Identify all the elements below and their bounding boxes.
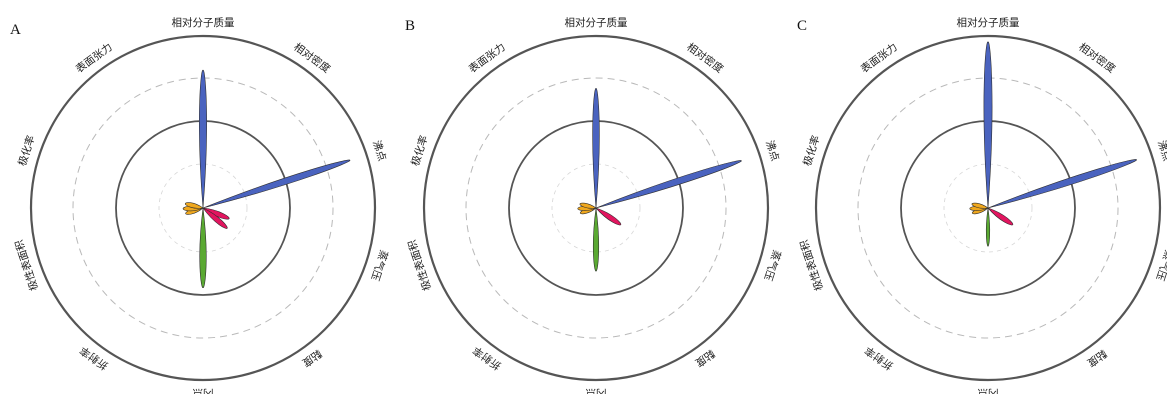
axis-label: 蒸气压	[761, 248, 783, 282]
petal-mark	[184, 202, 204, 209]
outer-ring	[814, 34, 1162, 382]
axis-label: 沸点	[1155, 139, 1167, 163]
axis-label: 极化率	[801, 134, 823, 168]
petal-mark	[199, 69, 207, 209]
axis-label: 黏度	[692, 347, 717, 370]
axis-label: 相对分子质量	[957, 16, 1020, 29]
axis-label: 折射率	[470, 344, 503, 373]
petal-mark	[595, 160, 742, 209]
petal-mark	[202, 207, 228, 229]
petal-mark	[987, 159, 1137, 209]
axis-label: 沸点	[763, 139, 782, 163]
axis-label: 表面张力	[73, 40, 115, 75]
axis-label: 极性表面积	[405, 238, 434, 292]
petal-mark	[202, 159, 351, 209]
axis-label: 相对密度	[684, 40, 726, 75]
panel-letter: C	[797, 18, 807, 34]
dashed-gridline	[465, 77, 727, 339]
petal-mark	[971, 202, 989, 209]
panel-letter: A	[10, 22, 21, 38]
axis-label: 极性表面积	[797, 238, 826, 292]
petal-mark	[579, 202, 597, 209]
petal-mark	[595, 207, 622, 226]
axis-label: 折射率	[77, 344, 110, 373]
axis-label: 闪点	[193, 387, 214, 394]
axis-label: 表面张力	[858, 40, 900, 75]
petal-mark	[987, 207, 1014, 226]
axis-label: 表面张力	[466, 40, 508, 75]
axis-label: 极化率	[409, 134, 431, 168]
panel-letter: B	[405, 18, 415, 34]
axis-label: 极性表面积	[12, 238, 41, 292]
axis-label: 黏度	[1084, 347, 1109, 370]
inner-dashed-gridline	[943, 163, 1033, 253]
axis-label: 蒸气压	[368, 248, 390, 282]
petal-mark	[985, 207, 991, 247]
axis-label: 相对分子质量	[565, 16, 628, 29]
axis-label: 闪点	[586, 387, 607, 394]
outer-ring	[29, 34, 377, 382]
inner-dashed-gridline	[551, 163, 641, 253]
axis-label: 闪点	[978, 387, 999, 394]
axis-label: 相对密度	[291, 40, 333, 75]
axis-label: 黏度	[299, 347, 324, 370]
outer-ring	[422, 34, 770, 382]
axis-label: 极化率	[16, 134, 38, 168]
axis-label: 相对密度	[1076, 40, 1118, 75]
petal-mark	[592, 88, 600, 209]
petal-mark	[983, 41, 993, 209]
inner-dashed-gridline	[158, 163, 248, 253]
axis-label: 蒸气压	[1153, 248, 1167, 282]
petal-mark	[199, 207, 207, 288]
axis-label: 相对分子质量	[172, 16, 235, 29]
axis-label: 折射率	[862, 344, 895, 373]
petal-mark	[592, 207, 600, 272]
axis-label: 沸点	[370, 139, 389, 163]
